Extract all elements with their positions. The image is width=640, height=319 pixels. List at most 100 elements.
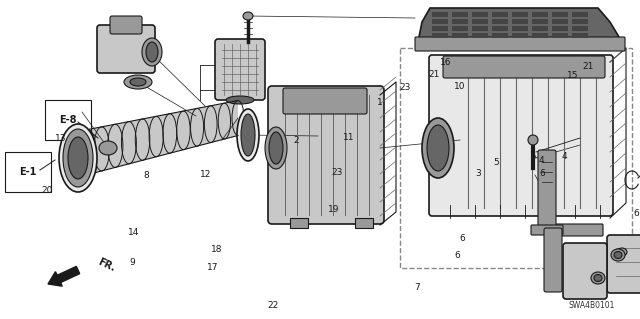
FancyArrow shape [48,266,80,286]
Text: 18: 18 [211,245,223,254]
Ellipse shape [142,38,162,66]
Bar [432,33,448,38]
Bar [432,19,448,24]
Bar [472,33,488,38]
Ellipse shape [241,114,255,156]
Ellipse shape [68,137,88,179]
Ellipse shape [146,42,158,62]
FancyBboxPatch shape [443,56,605,78]
FancyBboxPatch shape [538,150,556,232]
FancyBboxPatch shape [607,235,640,293]
Bar [572,19,588,24]
Text: 4: 4 [539,156,545,165]
Bar [512,33,528,38]
Text: 20: 20 [41,186,52,195]
Text: 5: 5 [493,158,499,167]
Text: 19: 19 [328,205,339,214]
Ellipse shape [59,124,97,192]
Text: E-8: E-8 [60,115,77,125]
Text: 6: 6 [460,234,465,243]
Bar [492,33,508,38]
Ellipse shape [243,12,253,20]
Text: 1: 1 [377,98,383,107]
Bar [532,26,548,31]
Bar [290,218,308,228]
PathPatch shape [88,100,238,174]
Bar [552,12,568,17]
Ellipse shape [130,78,146,86]
Text: 6: 6 [634,209,639,218]
Bar [552,33,568,38]
Text: 8: 8 [143,171,148,180]
Bar [355,218,373,228]
Bar [452,19,468,24]
Text: 16: 16 [440,58,452,67]
FancyBboxPatch shape [545,224,603,236]
Bar [552,26,568,31]
FancyBboxPatch shape [563,243,607,299]
Ellipse shape [594,275,602,281]
PathPatch shape [418,8,622,42]
Ellipse shape [614,251,622,258]
FancyBboxPatch shape [429,55,613,216]
Ellipse shape [265,127,287,169]
Bar [532,33,548,38]
Bar [572,26,588,31]
Ellipse shape [617,248,627,256]
Ellipse shape [422,118,454,178]
Bar [472,19,488,24]
Text: 6: 6 [454,251,460,260]
Text: 3: 3 [475,169,481,178]
Bar [492,19,508,24]
Bar [432,26,448,31]
Bar [492,12,508,17]
Ellipse shape [99,141,117,155]
Bar [452,33,468,38]
Text: 21: 21 [429,70,440,78]
Bar [492,26,508,31]
FancyBboxPatch shape [283,88,367,114]
Ellipse shape [124,75,152,89]
Text: 21: 21 [582,63,594,71]
Text: 4: 4 [562,152,568,161]
Bar [472,26,488,31]
Text: FR.: FR. [96,257,116,273]
Text: 23: 23 [331,168,342,177]
Bar [512,26,528,31]
Bar [532,19,548,24]
Ellipse shape [269,132,283,164]
Ellipse shape [63,129,93,187]
FancyBboxPatch shape [531,225,563,235]
Text: SWA4B0101: SWA4B0101 [569,300,615,309]
Bar [512,12,528,17]
Bar [452,12,468,17]
Text: 6: 6 [539,169,545,178]
Bar [572,12,588,17]
Text: 22: 22 [268,301,279,310]
Ellipse shape [591,272,605,284]
Text: 9: 9 [129,258,135,267]
FancyBboxPatch shape [268,86,384,224]
FancyBboxPatch shape [544,228,562,292]
Text: 7: 7 [414,283,420,292]
Bar [472,12,488,17]
Ellipse shape [528,135,538,145]
Text: 14: 14 [128,228,140,237]
Bar [452,26,468,31]
Bar [400,48,632,268]
Text: 15: 15 [567,71,579,80]
Bar [532,12,548,17]
Text: 17: 17 [207,263,219,272]
Text: 12: 12 [200,170,212,179]
Ellipse shape [611,249,625,261]
FancyBboxPatch shape [97,25,155,73]
Ellipse shape [237,109,259,161]
Text: 13: 13 [55,134,67,143]
FancyBboxPatch shape [110,16,142,34]
Bar [432,12,448,17]
Text: 23: 23 [399,83,411,92]
Text: E-1: E-1 [19,167,36,177]
Bar [512,19,528,24]
Text: 10: 10 [454,82,466,91]
Bar [572,33,588,38]
